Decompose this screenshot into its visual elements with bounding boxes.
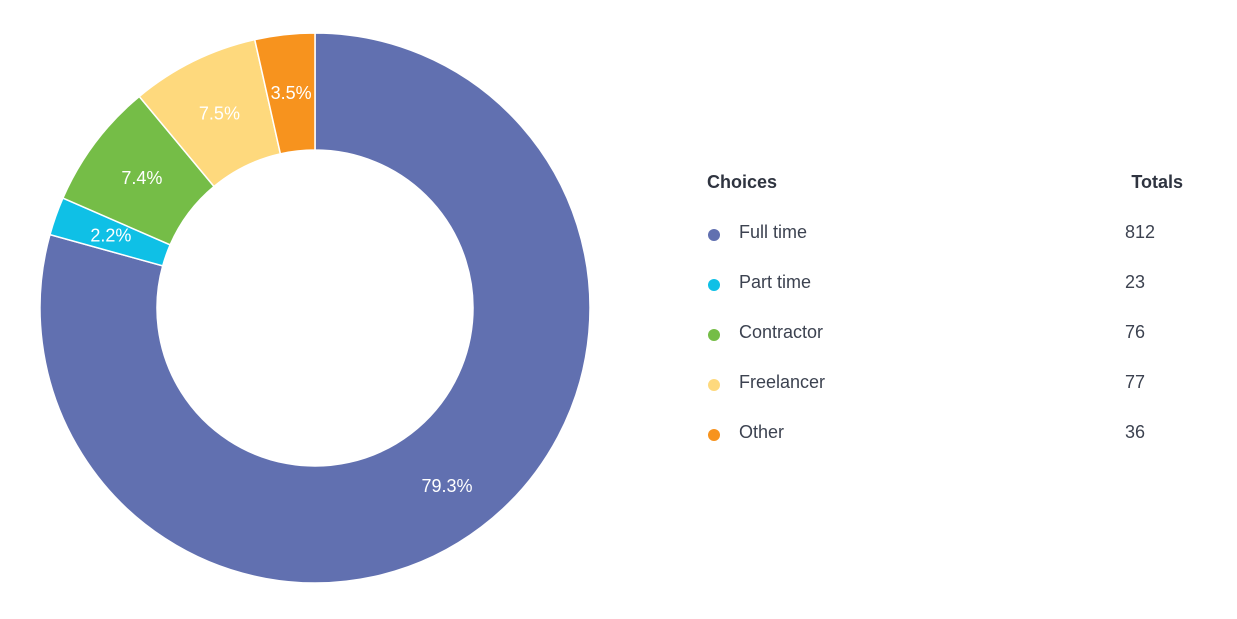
legend-swatch bbox=[708, 429, 720, 441]
slice-label-other: 3.5% bbox=[271, 83, 312, 103]
legend-label: Full time bbox=[739, 222, 808, 242]
slice-label-freelancer: 7.5% bbox=[199, 104, 240, 124]
legend-total: 812 bbox=[1125, 222, 1156, 242]
legend-row-contractor[interactable]: Contractor 76 bbox=[707, 322, 1185, 372]
donut-slice-other[interactable] bbox=[253, 32, 316, 155]
legend-total: 36 bbox=[1125, 422, 1146, 442]
legend-total: 77 bbox=[1125, 372, 1146, 392]
donut-chart: 79.3% 2.2% 7.4% 7.5% 3.5% bbox=[39, 32, 591, 584]
legend-label: Other bbox=[739, 422, 785, 442]
legend-rows: Full time 812 Part time 23 Contractor 76… bbox=[707, 222, 1185, 472]
legend-header: Choices Totals bbox=[707, 172, 1185, 198]
legend-label: Part time bbox=[739, 272, 812, 292]
legend-total: 76 bbox=[1125, 322, 1146, 342]
legend-label: Freelancer bbox=[739, 372, 826, 392]
legend-row-full-time[interactable]: Full time 812 bbox=[707, 222, 1185, 272]
legend-row-other[interactable]: Other 36 bbox=[707, 422, 1185, 472]
slice-label-part-time: 2.2% bbox=[90, 226, 131, 246]
legend-table: Choices Totals Full time 812 Part time 2… bbox=[707, 172, 1185, 448]
slice-label-full-time: 79.3% bbox=[421, 476, 472, 496]
slice-label-contractor: 7.4% bbox=[121, 168, 162, 188]
legend-total: 23 bbox=[1125, 272, 1146, 292]
legend-swatch bbox=[708, 279, 720, 291]
donut-labels: 79.3% 2.2% 7.4% 7.5% 3.5% bbox=[90, 83, 472, 496]
legend-label: Contractor bbox=[739, 322, 824, 342]
legend-header-totals: Totals bbox=[1131, 172, 1183, 192]
legend-swatch bbox=[708, 329, 720, 341]
legend-row-freelancer[interactable]: Freelancer 77 bbox=[707, 372, 1185, 422]
legend-swatch bbox=[708, 229, 720, 241]
legend-header-choices: Choices bbox=[707, 172, 778, 192]
donut-slice-full-time[interactable] bbox=[39, 32, 591, 584]
legend-row-part-time[interactable]: Part time 23 bbox=[707, 272, 1185, 322]
donut-slices bbox=[39, 32, 591, 584]
legend-swatch bbox=[708, 379, 720, 391]
